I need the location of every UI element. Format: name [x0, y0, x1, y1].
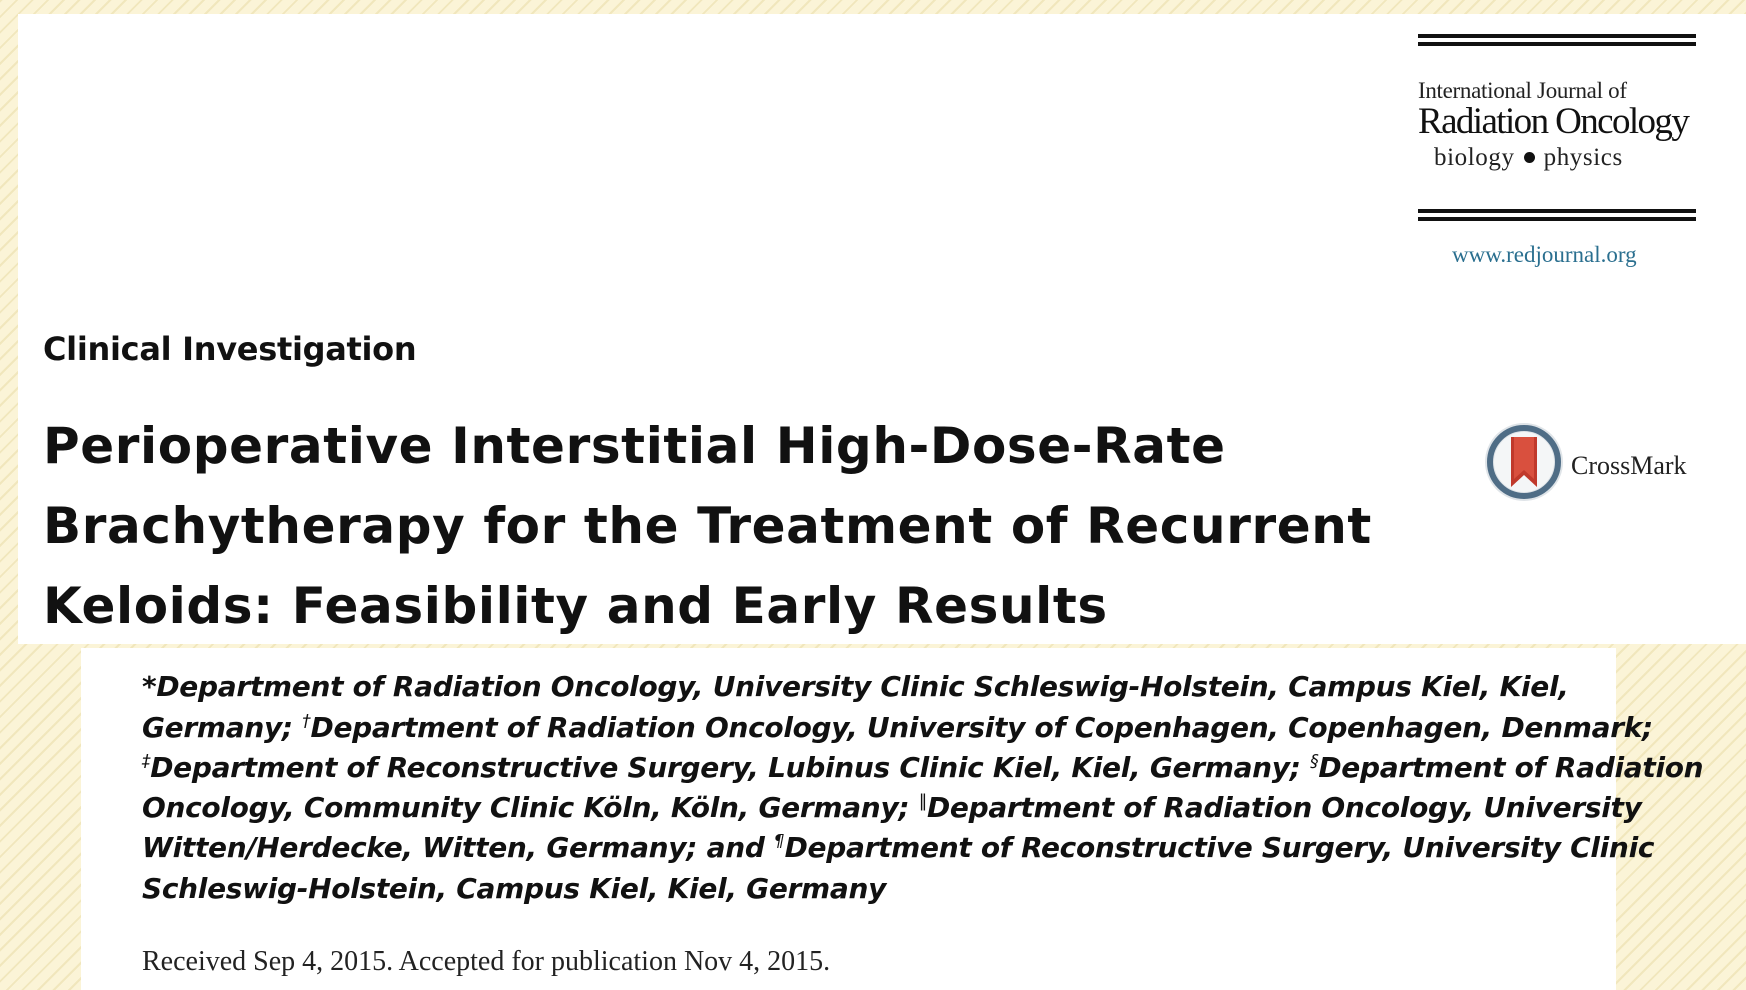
- affiliation-text: Witten/Herdecke, Witten, Germany; and: [142, 831, 775, 864]
- affiliation-text: Department of Radiation Oncology, Univer…: [310, 711, 1654, 744]
- article-title-line: Brachytherapy for the Treatment of Recur…: [43, 497, 1372, 555]
- affiliation-line: Schleswig-Holstein, Campus Kiel, Kiel, G…: [142, 872, 887, 905]
- footnote-mark: †: [302, 711, 311, 732]
- section-label: Clinical Investigation: [43, 330, 417, 368]
- article-header-panel: [18, 14, 1746, 644]
- masthead-rule: [1418, 34, 1696, 38]
- journal-subtitle: biology physics: [1434, 144, 1623, 172]
- masthead-rule: [1418, 209, 1696, 213]
- crossmark-icon[interactable]: [1483, 421, 1565, 503]
- affiliation-text: Department of Reconstructive Surgery, Lu…: [150, 751, 1311, 784]
- affiliation-line: *Department of Radiation Oncology, Unive…: [142, 670, 1569, 703]
- affiliation-text: Oncology, Community Clinic Köln, Köln, G…: [142, 791, 919, 824]
- bullet-icon: [1523, 152, 1535, 164]
- affiliation-text: Department of Radiation: [1318, 751, 1704, 784]
- masthead-rule: [1418, 42, 1696, 46]
- affiliation-text: Department of Radiation Oncology, Univer…: [926, 791, 1642, 824]
- masthead-rule: [1418, 217, 1696, 221]
- affiliation-text: Department of Reconstructive Surgery, Un…: [784, 831, 1655, 864]
- affiliation-line: ‡Department of Reconstructive Surgery, L…: [142, 751, 1704, 784]
- affiliations-panel: [81, 648, 1616, 990]
- footnote-mark: ¶: [774, 831, 785, 852]
- journal-url-link[interactable]: www.redjournal.org: [1452, 242, 1637, 267]
- affiliation-line: Oncology, Community Clinic Köln, Köln, G…: [142, 791, 1642, 824]
- crossmark-ribbon-highlight: [1514, 437, 1534, 479]
- received-date: Received Sep 4, 2015. Accepted for publi…: [142, 946, 831, 977]
- article-title-line: Keloids: Feasibility and Early Results: [43, 577, 1108, 635]
- journal-subtitle-left: biology: [1434, 144, 1515, 171]
- affiliation-line: Witten/Herdecke, Witten, Germany; and ¶D…: [142, 831, 1654, 864]
- article-title-line: Perioperative Interstitial High-Dose-Rat…: [43, 417, 1226, 475]
- crossmark-label[interactable]: CrossMark: [1571, 451, 1687, 480]
- journal-subtitle-right: physics: [1543, 144, 1623, 171]
- footnote-mark: ‡: [142, 751, 151, 772]
- footnote-mark: ‖: [918, 791, 928, 812]
- journal-name-line1: International Journal of: [1418, 78, 1627, 103]
- affiliation-text: Germany;: [142, 711, 303, 744]
- journal-name-line2: Radiation Oncology: [1418, 101, 1690, 142]
- affiliation-line: Germany; †Department of Radiation Oncolo…: [142, 711, 1653, 744]
- crossmark-ring: [1487, 425, 1561, 499]
- footnote-mark: §: [1310, 751, 1319, 772]
